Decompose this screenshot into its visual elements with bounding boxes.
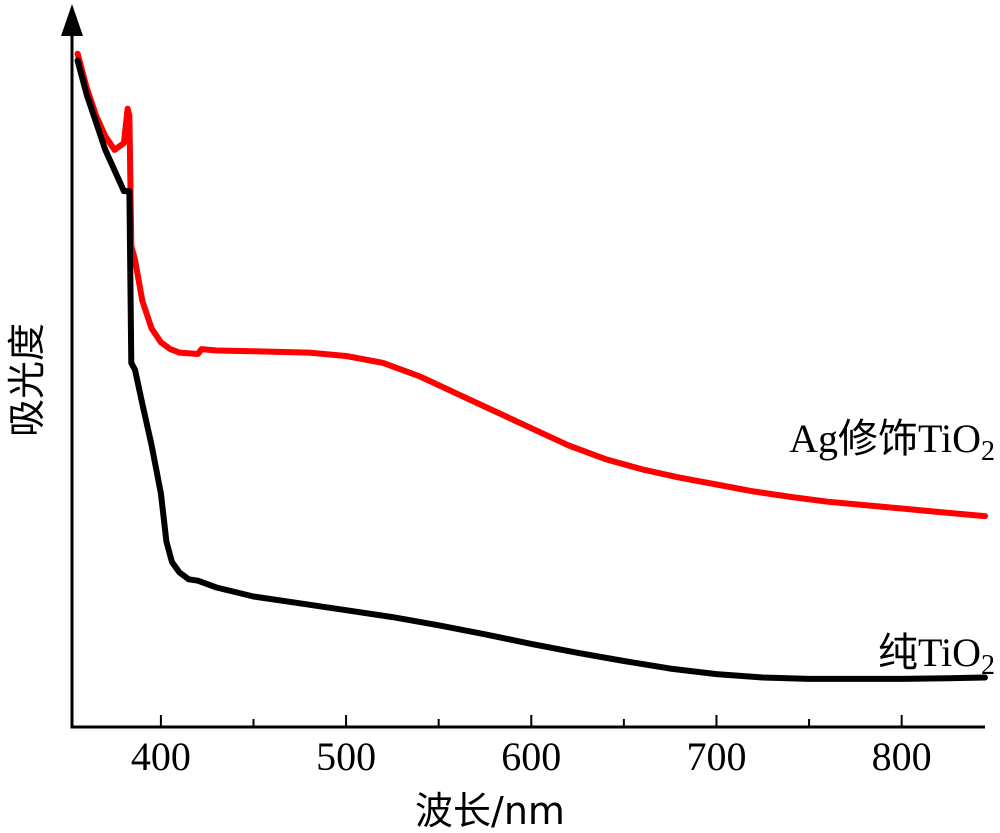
series-label-ag-tio2: Ag修饰TiO2 bbox=[789, 416, 995, 467]
series-label-pure-tio2-sub: 2 bbox=[981, 650, 995, 681]
series-line-pure-tio2 bbox=[74, 57, 988, 682]
series-layer bbox=[74, 50, 988, 682]
x-tick-labels: 400 500 600 700 800 bbox=[131, 734, 932, 779]
x-tick-label: 600 bbox=[501, 734, 561, 779]
x-tick-label: 400 bbox=[131, 734, 191, 779]
x-tick-label: 700 bbox=[686, 734, 746, 779]
y-axis-arrow bbox=[61, 4, 83, 36]
series-label-pure-tio2-main: 纯TiO bbox=[878, 630, 981, 675]
x-axis-title: 波长/nm bbox=[415, 789, 565, 833]
x-tick-label: 800 bbox=[872, 734, 932, 779]
axes bbox=[61, 4, 985, 729]
series-label-ag-tio2-main: Ag修饰TiO bbox=[789, 416, 981, 461]
series-label-pure-tio2: 纯TiO2 bbox=[878, 630, 995, 681]
x-tick-label: 500 bbox=[316, 734, 376, 779]
series-line-ag-tio2 bbox=[74, 50, 988, 520]
series-label-ag-tio2-sub: 2 bbox=[981, 436, 995, 467]
y-axis-title: 吸光度 bbox=[5, 323, 49, 437]
